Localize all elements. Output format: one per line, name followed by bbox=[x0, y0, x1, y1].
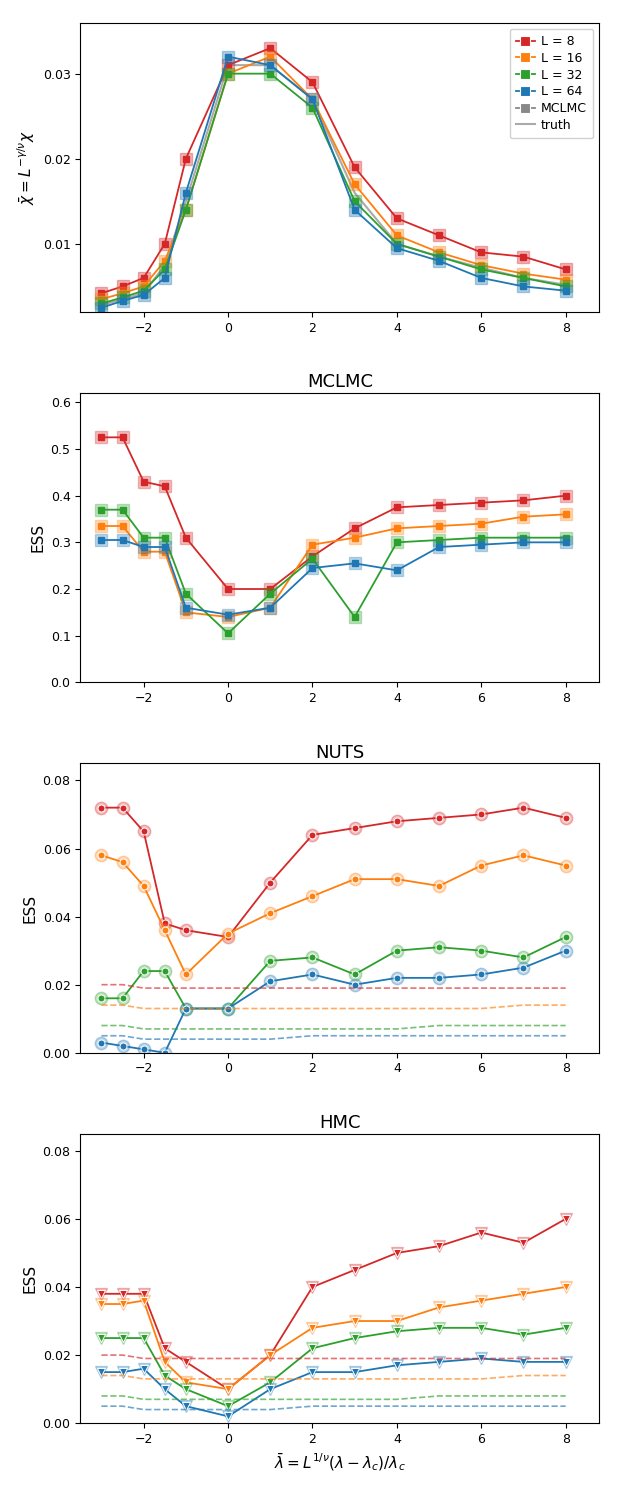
Title: NUTS: NUTS bbox=[315, 744, 365, 762]
Legend: L = 8, L = 16, L = 32, L = 64, MCLMC, truth: L = 8, L = 16, L = 32, L = 64, MCLMC, tr… bbox=[510, 29, 593, 139]
Y-axis label: ESS: ESS bbox=[22, 1264, 37, 1294]
X-axis label: $\bar{\lambda} = L^{1/\nu}(\lambda - \lambda_c)/\lambda_c$: $\bar{\lambda} = L^{1/\nu}(\lambda - \la… bbox=[274, 1452, 406, 1473]
Title: HMC: HMC bbox=[319, 1114, 361, 1133]
Title: MCLMC: MCLMC bbox=[307, 373, 373, 392]
Y-axis label: $\bar{\chi} = L^{-\gamma/\nu}\chi$: $\bar{\chi} = L^{-\gamma/\nu}\chi$ bbox=[15, 130, 37, 205]
Y-axis label: ESS: ESS bbox=[30, 523, 45, 553]
Y-axis label: ESS: ESS bbox=[22, 893, 37, 923]
